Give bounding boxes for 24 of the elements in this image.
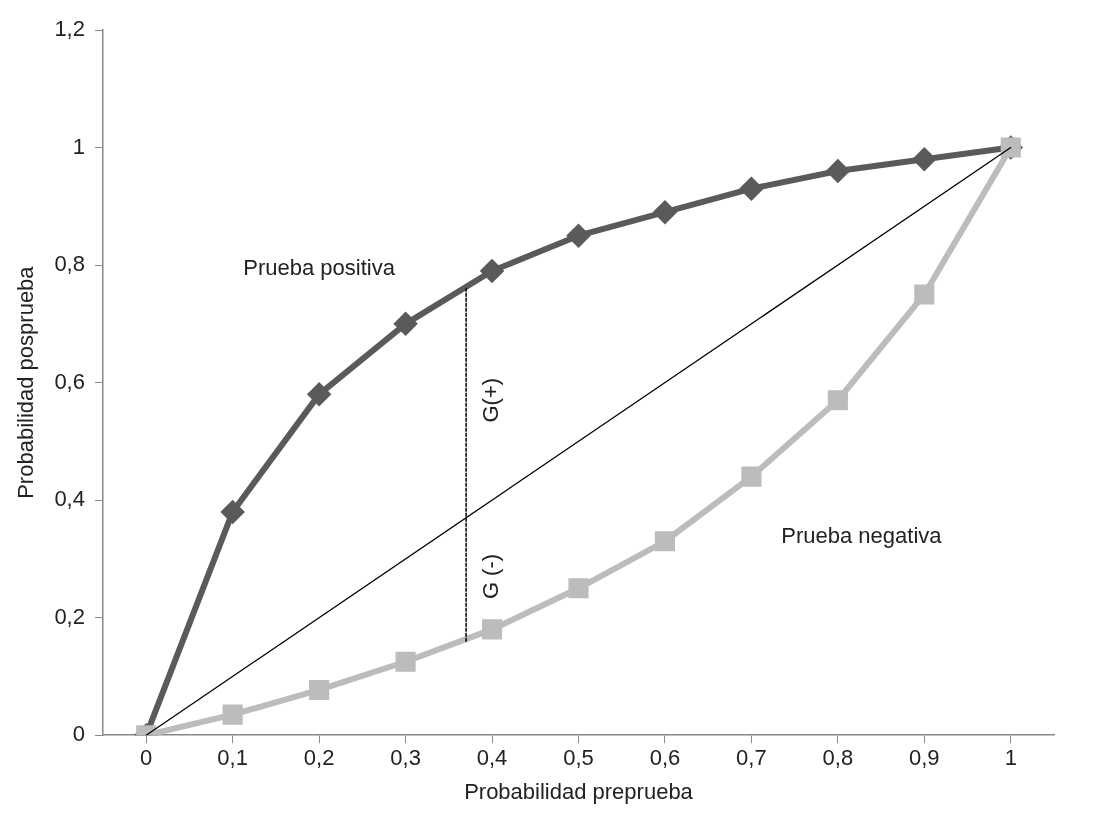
y-tick-label: 0 — [72, 721, 85, 747]
annotation: G (-) — [478, 553, 504, 600]
y-tick-label: 0,2 — [54, 603, 85, 629]
x-tick-label: 0,1 — [217, 745, 248, 771]
x-tick-label: 1 — [1004, 745, 1017, 771]
x-tick-label: 0,9 — [909, 745, 940, 771]
annotation: G(+) — [478, 377, 504, 423]
y-axis-title: Probabilidad posprueba — [13, 265, 39, 499]
x-tick-label: 0,8 — [822, 745, 854, 771]
x-tick-label: 0,5 — [563, 745, 594, 771]
series-label: Prueba positiva — [243, 255, 396, 281]
x-tick-label: 0,7 — [736, 745, 767, 771]
text: Prueba negativa — [781, 522, 943, 548]
x-tick-label: 0,4 — [476, 745, 508, 771]
x-axis-title: Probabilidad preprueba — [464, 778, 694, 804]
y-tick-label: 1,2 — [54, 16, 85, 42]
y-tick-label: 0,8 — [54, 251, 85, 277]
x-tick-label: 0,3 — [390, 745, 421, 771]
x-tick-label: 0,6 — [649, 745, 681, 771]
y-tick-label: 0,6 — [54, 368, 85, 394]
y-tick-label: 1 — [72, 133, 85, 159]
x-tick-label: 0,2 — [303, 745, 335, 771]
y-tick-label: 0,4 — [54, 486, 85, 512]
x-tick-label: 0 — [140, 745, 153, 771]
